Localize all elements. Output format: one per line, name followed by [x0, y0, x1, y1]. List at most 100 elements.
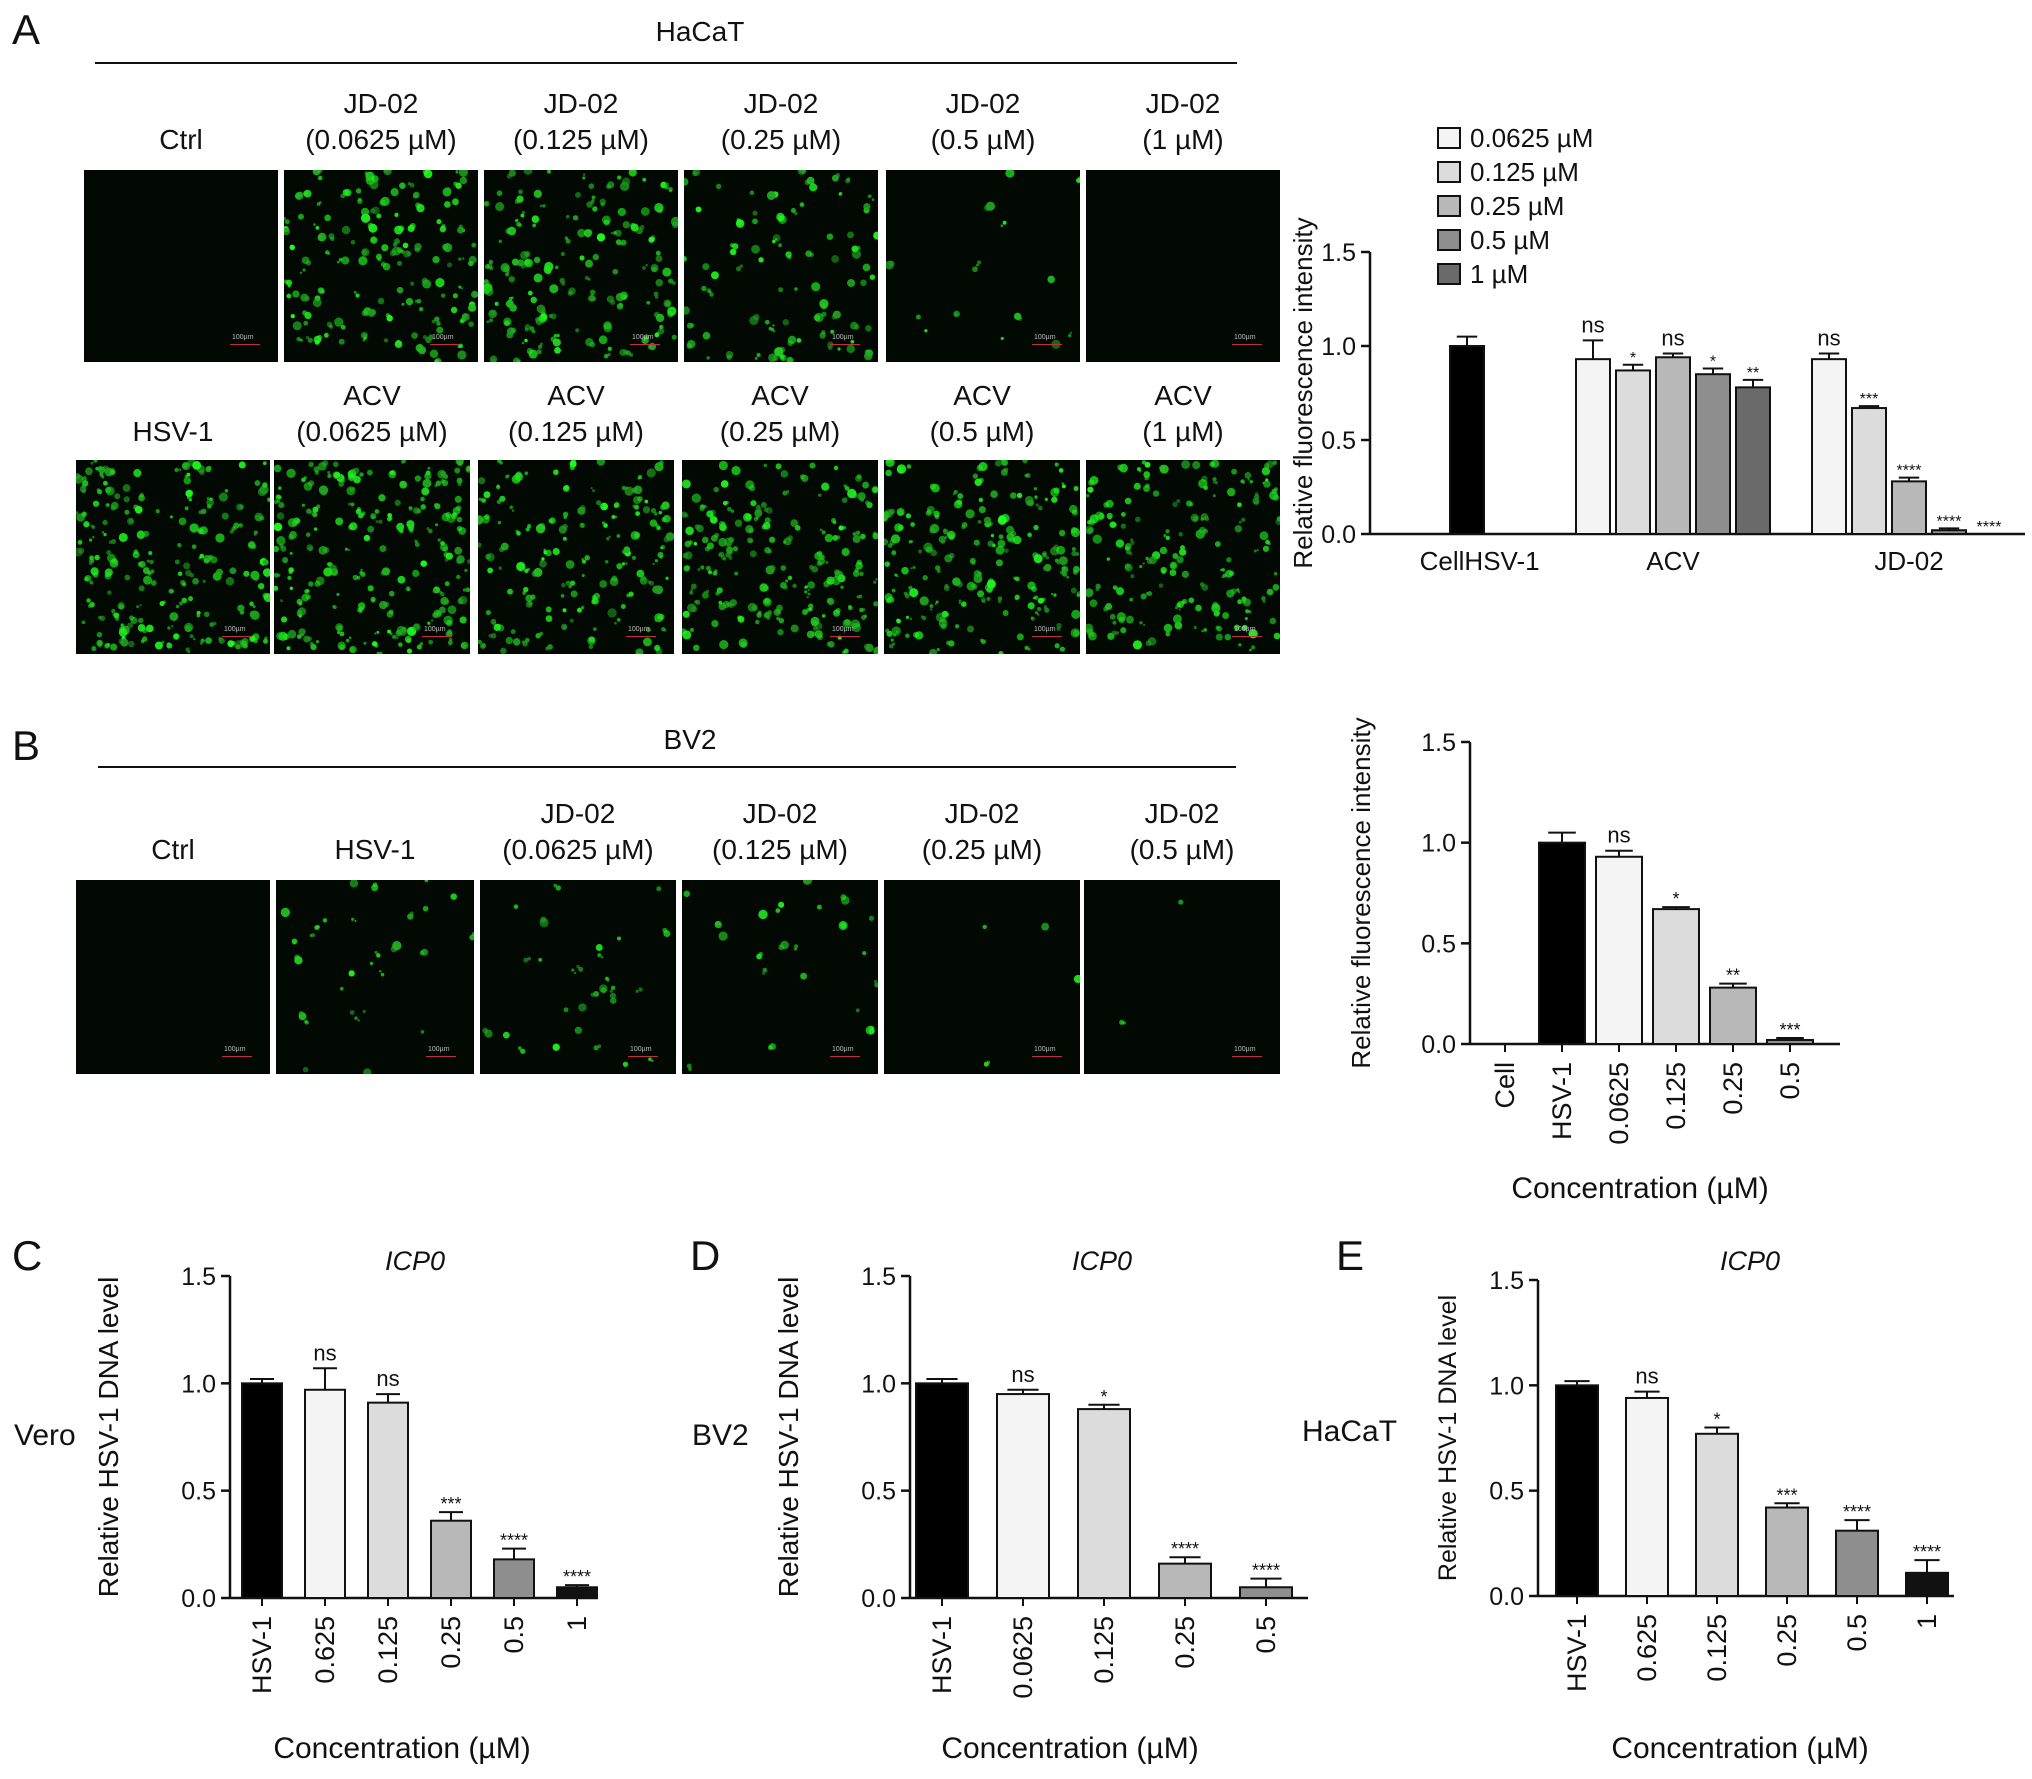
cell-dot [889, 508, 896, 515]
cell-dot [502, 1031, 510, 1039]
cell-dot [468, 260, 474, 267]
cell-dot [364, 534, 370, 540]
cell-dot [961, 525, 966, 530]
cell-dot [505, 636, 513, 645]
cell-dot [1231, 468, 1237, 475]
cell-dot [414, 475, 422, 482]
cell-dot [118, 532, 128, 542]
cell-dot [294, 954, 300, 961]
cell-dot [290, 313, 295, 319]
cell-dot [376, 630, 380, 634]
cell-dot [890, 638, 894, 642]
cell-dot [327, 473, 332, 479]
cell-dot [531, 329, 536, 334]
cell-dot [1058, 556, 1068, 566]
cell-dot [786, 356, 794, 362]
scale-bar [626, 636, 656, 637]
cell-dot [482, 1027, 489, 1034]
cell-dot [336, 625, 343, 631]
label-line: JD-02 [743, 88, 819, 119]
cell-dot [409, 222, 416, 230]
cell-dot [780, 565, 787, 571]
cell-dot [456, 574, 461, 580]
cell-dot [874, 982, 878, 988]
cell-dot [361, 310, 368, 317]
cell-dot [852, 532, 857, 536]
cell-dot [149, 559, 154, 565]
cell-dot [348, 970, 355, 977]
cell-dot [708, 290, 712, 294]
cell-dot [308, 480, 315, 487]
label-line: (0.125 µM) [508, 416, 644, 447]
fluorescence-cells [682, 460, 878, 654]
cell-dot [481, 643, 486, 648]
cell-dot [886, 460, 893, 464]
cell-dot [348, 636, 352, 640]
cell-dot [1071, 547, 1076, 552]
label-line: ACV [343, 380, 401, 411]
cell-dot [520, 213, 525, 218]
panel-a-row2-label-3: ACV (0.25 µM) [670, 378, 890, 450]
cell-dot [511, 509, 515, 512]
cell-dot [650, 507, 657, 514]
cell-dot [817, 634, 823, 641]
cell-dot [821, 530, 826, 535]
cell-dot [336, 630, 341, 635]
cell-dot [458, 257, 462, 261]
cell-dot [1145, 591, 1150, 596]
cell-dot [392, 634, 397, 639]
cell-dot [612, 268, 619, 275]
scale-bar-label: 100µm [832, 334, 854, 341]
cell-dot [1134, 516, 1141, 523]
legend-swatch [1437, 229, 1461, 251]
cell-dot [92, 536, 95, 539]
cell-dot [350, 239, 356, 245]
x-tick-label: HSV-1 [1562, 1614, 1592, 1692]
cell-dot [1130, 540, 1135, 546]
cell-dot [419, 950, 425, 956]
cell-dot [485, 553, 492, 560]
cell-dot [924, 329, 928, 333]
y-tick-label: 0.0 [181, 1585, 216, 1613]
cell-dot [623, 546, 631, 553]
cell-dot [1120, 523, 1127, 529]
cell-dot [1222, 612, 1230, 619]
cell-dot [903, 591, 908, 596]
cell-dot [808, 564, 814, 570]
cell-dot [376, 953, 381, 958]
cell-dot [215, 533, 225, 543]
cell-dot [459, 176, 468, 185]
cell-dot [1274, 487, 1278, 491]
cell-dot [444, 581, 450, 587]
cell-dot [487, 567, 494, 574]
cell-dot [953, 312, 959, 317]
bar [1735, 386, 1771, 535]
cell-dot [1169, 569, 1177, 577]
cell-dot [455, 170, 459, 174]
cell-dot [804, 179, 811, 186]
micrograph-a1-2: 100µm [484, 170, 678, 362]
cell-dot [891, 588, 896, 593]
cell-dot [298, 1011, 304, 1017]
cell-dot [1139, 564, 1143, 569]
cell-dot [348, 502, 352, 506]
cell-dot [911, 540, 914, 543]
cell-dot [370, 237, 376, 243]
cell-dot [658, 613, 665, 621]
cell-dot [895, 630, 898, 633]
cell-dot [638, 987, 643, 992]
cell-dot [616, 936, 621, 941]
y-tick-label: 0.0 [861, 1585, 896, 1613]
cell-dot [888, 643, 894, 649]
cell-dot [833, 465, 839, 471]
cell-dot [986, 596, 991, 602]
cell-dot [587, 277, 591, 281]
cell-dot [575, 191, 581, 198]
legend-entry: 1 µM [1470, 259, 1528, 289]
cell-dot [635, 652, 641, 654]
cell-dot [187, 650, 191, 654]
cell-dot [1238, 643, 1242, 647]
fluorescence-cells [982, 922, 1080, 1067]
cell-dot [1001, 460, 1008, 466]
